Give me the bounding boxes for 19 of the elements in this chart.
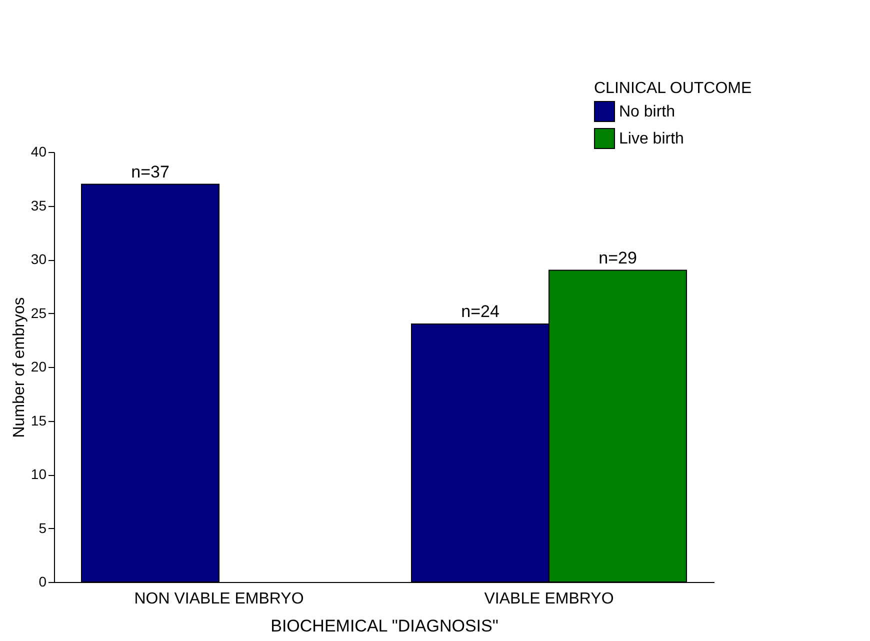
y-tick-label: 0	[38, 574, 47, 590]
y-tick-label: 35	[30, 197, 47, 214]
y-tick-label: 5	[38, 520, 47, 536]
y-axis-title: Number of embryos	[10, 297, 28, 438]
y-tick-label: 15	[30, 412, 47, 428]
data-label: n=29	[598, 248, 637, 268]
legend-label: No birth	[619, 104, 676, 120]
x-tick-label: NON VIABLE EMBRYO	[134, 590, 304, 608]
y-tick-label: 40	[30, 144, 47, 160]
y-tick-label: 10	[30, 466, 47, 482]
y-tick-label: 25	[30, 304, 47, 321]
data-label: n=24	[461, 302, 500, 321]
y-tick-label: 30	[30, 251, 47, 267]
legend-title: CLINICAL OUTCOME	[594, 80, 752, 97]
y-tick-label: 20	[30, 358, 47, 374]
data-label: n=37	[131, 162, 170, 182]
x-tick-label: VIABLE EMBRYO	[484, 590, 614, 608]
x-axis-title: BIOCHEMICAL "DIAGNOSIS"	[270, 616, 498, 636]
legend-label: Live birth	[619, 130, 684, 148]
